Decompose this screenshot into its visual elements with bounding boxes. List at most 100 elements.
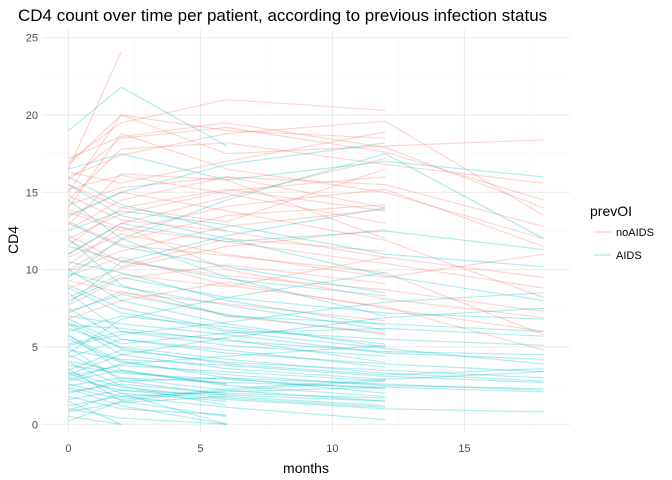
patient-trajectory-noaids [68,174,386,224]
patient-trajectory-noaids [67,173,386,240]
patient-trajectory-aids [68,389,386,402]
patient-trajectory-aids [68,349,544,379]
patient-trajectory-noaids [68,176,386,209]
x-axis-title: months [283,460,329,476]
legend-label-noaids: noAIDS [616,227,654,239]
patient-trajectory-aids [68,364,386,390]
patient-trajectory-aids [68,371,544,401]
x-tick-label: 15 [458,443,470,455]
patient-trajectory-aids [68,292,386,363]
patient-trajectory-noaids [68,122,544,209]
patient-trajectory-aids [68,368,227,418]
legend-title: prevOI [590,203,632,219]
patient-trajectory-aids [68,344,386,380]
patient-trajectory-aids [68,272,386,354]
patient-trajectory-aids [68,372,227,425]
patient-trajectory-noaids [67,51,122,170]
patient-trajectory-aids [68,346,227,396]
patient-trajectory-aids [68,184,544,302]
patient-trajectory-aids [68,327,544,382]
patient-trajectory-aids [68,261,386,326]
patient-trajectory-noaids [68,126,544,201]
patient-trajectory-aids [68,338,544,373]
patient-trajectory-aids [68,377,544,394]
patient-trajectory-noaids [68,194,386,258]
patient-trajectory-noaids [67,142,544,201]
patient-trajectory-noaids [67,114,386,165]
patient-trajectory-aids [68,222,544,255]
x-tick-label: 10 [326,443,338,455]
patient-trajectory-aids [68,364,386,382]
y-axis-title: CD4 [5,226,21,254]
patient-trajectory-aids [68,207,386,305]
y-tick-label: 20 [26,110,38,122]
patient-trajectory-noaids [68,264,386,306]
patient-trajectory-aids [68,210,544,268]
y-tick-label: 10 [26,265,38,277]
patient-trajectory-noaids [68,225,544,319]
y-tick-label: 5 [32,342,38,354]
patient-trajectory-noaids [68,256,544,299]
patient-trajectory-aids [68,142,386,217]
patient-trajectory-noaids [68,168,386,246]
patient-trajectory-noaids [68,233,544,279]
patient-trajectory-noaids [68,290,386,334]
patient-trajectory-aids [68,386,386,407]
patient-trajectory-aids [68,330,386,357]
patient-trajectory-noaids [68,238,386,268]
patient-trajectory-aids [68,276,544,320]
patient-trajectory-noaids [68,221,544,336]
patient-trajectory-noaids [68,228,386,289]
series-noaids [67,51,544,351]
grid [42,30,570,432]
patient-trajectory-aids [68,284,544,346]
patient-trajectory-aids [68,400,122,425]
patient-trajectory-aids [68,315,544,360]
patient-trajectory-aids [68,371,386,408]
patient-trajectory-aids [68,377,544,413]
patient-trajectory-aids [68,307,386,368]
patient-trajectory-noaids [68,131,386,184]
patient-trajectory-aids [68,199,386,317]
patient-trajectory-aids [68,318,544,345]
y-axis-ticks: 0 5 10 15 20 25 [26,33,38,432]
patient-trajectory-aids [68,395,386,413]
patient-trajectory-noaids [68,204,386,271]
patient-trajectory-noaids [67,132,544,240]
patient-trajectory-aids [68,321,544,376]
patient-trajectory-aids [68,338,544,390]
patient-trajectory-noaids [68,235,544,312]
chart-title: CD4 count over time per patient, accordi… [18,6,547,25]
patient-trajectory-aids [68,383,386,399]
patient-trajectory-aids [68,222,386,294]
patient-trajectory-aids [68,360,227,385]
patient-trajectory-noaids [68,98,386,162]
patient-trajectory-noaids [68,176,544,231]
patient-trajectory-noaids [68,208,544,289]
patient-trajectory-noaids [68,120,544,217]
patient-trajectory-aids [68,349,544,384]
x-axis-ticks: 0 5 10 15 [65,443,470,455]
patient-trajectory-noaids [67,114,544,193]
patient-trajectory-aids [68,377,544,393]
patient-trajectory-aids [68,335,386,394]
patient-trajectory-aids [68,408,227,425]
patient-trajectory-aids [68,380,386,422]
patient-trajectory-aids [68,315,386,345]
patient-trajectory-aids [68,293,386,336]
patient-trajectory-aids [68,392,227,411]
patient-trajectory-noaids [68,191,544,299]
patient-trajectory-aids [68,238,544,333]
y-tick-label: 15 [26,187,38,199]
series-aids [68,86,544,425]
legend: prevOI noAIDS AIDS [590,203,654,262]
patient-trajectory-noaids [68,281,544,333]
patient-trajectory-noaids [68,188,544,248]
patient-trajectory-aids [68,245,386,297]
patient-trajectory-aids [68,86,228,147]
patient-trajectory-aids [68,361,227,407]
patient-trajectory-noaids [68,208,386,272]
patient-trajectory-noaids [68,184,386,212]
patient-trajectory-aids [68,324,544,356]
